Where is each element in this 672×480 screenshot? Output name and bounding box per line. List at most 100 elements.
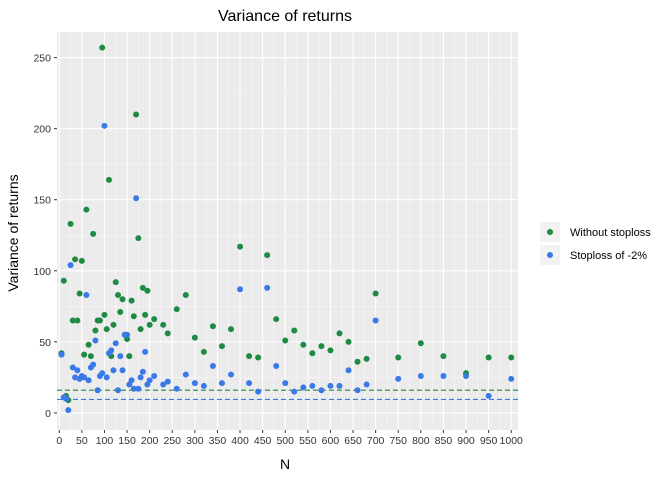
point-stoploss	[173, 385, 180, 392]
point-stoploss	[83, 291, 90, 298]
point-without-stoploss	[218, 343, 225, 350]
x-tick-label: 500	[276, 435, 294, 447]
x-tick-label: 1000	[500, 435, 524, 447]
point-without-stoploss	[101, 311, 108, 318]
point-stoploss	[117, 353, 124, 360]
point-without-stoploss	[327, 347, 334, 354]
point-without-stoploss	[81, 351, 88, 358]
point-without-stoploss	[135, 235, 142, 242]
point-stoploss	[336, 382, 343, 389]
y-tick-label: 50	[39, 337, 51, 349]
point-stoploss	[81, 374, 88, 381]
point-stoploss	[69, 364, 76, 371]
legend-label: Stoploss of -2%	[570, 250, 647, 262]
point-without-stoploss	[78, 257, 85, 264]
point-stoploss	[101, 122, 108, 129]
point-stoploss	[110, 367, 117, 374]
point-stoploss	[485, 392, 492, 399]
point-without-stoploss	[200, 348, 207, 355]
point-without-stoploss	[83, 206, 90, 213]
point-without-stoploss	[130, 313, 137, 320]
x-tick-label: 50	[76, 435, 88, 447]
point-without-stoploss	[133, 111, 140, 118]
point-without-stoploss	[137, 326, 144, 333]
point-without-stoploss	[92, 327, 99, 334]
point-stoploss	[65, 407, 72, 414]
point-without-stoploss	[345, 338, 352, 345]
legend-key-swatch	[547, 229, 553, 235]
legend-label: Without stoploss	[570, 227, 651, 239]
point-without-stoploss	[69, 317, 76, 324]
point-without-stoploss	[417, 340, 424, 347]
point-stoploss	[200, 382, 207, 389]
point-without-stoploss	[142, 311, 149, 318]
y-axis-title: Variance of returns	[5, 174, 21, 291]
point-stoploss	[327, 382, 334, 389]
x-tick-label: 450	[254, 435, 272, 447]
x-tick-label: 950	[480, 435, 498, 447]
point-stoploss	[300, 384, 307, 391]
data-points	[58, 44, 515, 414]
point-stoploss	[372, 317, 379, 324]
point-without-stoploss	[395, 354, 402, 361]
point-without-stoploss	[74, 317, 81, 324]
x-tick-label: 200	[141, 435, 159, 447]
point-without-stoploss	[96, 317, 103, 324]
point-stoploss	[209, 363, 216, 370]
x-tick-label: 0	[56, 435, 62, 447]
y-tick-label: 200	[33, 124, 51, 136]
point-without-stoploss	[90, 230, 97, 237]
point-stoploss	[63, 395, 70, 402]
point-stoploss	[164, 378, 171, 385]
point-stoploss	[151, 372, 158, 379]
x-tick-label: 550	[299, 435, 317, 447]
point-without-stoploss	[372, 290, 379, 297]
point-without-stoploss	[126, 353, 133, 360]
point-without-stoploss	[264, 252, 271, 259]
point-without-stoploss	[282, 337, 289, 344]
point-without-stoploss	[128, 297, 135, 304]
point-without-stoploss	[60, 277, 67, 284]
point-without-stoploss	[72, 256, 79, 263]
grid-minor	[57, 32, 518, 430]
point-without-stoploss	[76, 290, 83, 297]
point-without-stoploss	[237, 243, 244, 250]
y-axis-ticks: 0 50 100 150 200 250	[33, 53, 57, 420]
point-stoploss	[146, 377, 153, 384]
point-without-stoploss	[318, 343, 325, 350]
x-tick-label: 250	[163, 435, 181, 447]
point-stoploss	[363, 381, 370, 388]
point-without-stoploss	[209, 323, 216, 330]
x-tick-label: 100	[96, 435, 114, 447]
point-stoploss	[112, 340, 119, 347]
x-tick-label: 700	[367, 435, 385, 447]
point-stoploss	[191, 380, 198, 387]
point-stoploss	[160, 381, 167, 388]
point-stoploss	[103, 374, 110, 381]
point-stoploss	[282, 380, 289, 387]
point-stoploss	[74, 367, 81, 374]
chart-title: Variance of returns	[218, 8, 352, 25]
point-stoploss	[135, 385, 142, 392]
grid-major	[57, 32, 518, 430]
point-stoploss	[264, 284, 271, 291]
point-stoploss	[228, 371, 235, 378]
point-without-stoploss	[117, 309, 124, 316]
point-stoploss	[130, 385, 137, 392]
y-tick-label: 100	[33, 266, 51, 278]
point-without-stoploss	[112, 279, 119, 286]
point-without-stoploss	[160, 321, 167, 328]
point-without-stoploss	[173, 306, 180, 313]
point-stoploss	[395, 375, 402, 382]
point-stoploss	[508, 375, 515, 382]
point-without-stoploss	[440, 353, 447, 360]
point-stoploss	[182, 371, 189, 378]
point-stoploss	[119, 367, 126, 374]
point-stoploss	[463, 372, 470, 379]
x-tick-label: 400	[231, 435, 249, 447]
point-without-stoploss	[273, 316, 280, 323]
point-stoploss	[124, 331, 131, 338]
point-stoploss	[354, 387, 361, 394]
point-stoploss	[137, 374, 144, 381]
